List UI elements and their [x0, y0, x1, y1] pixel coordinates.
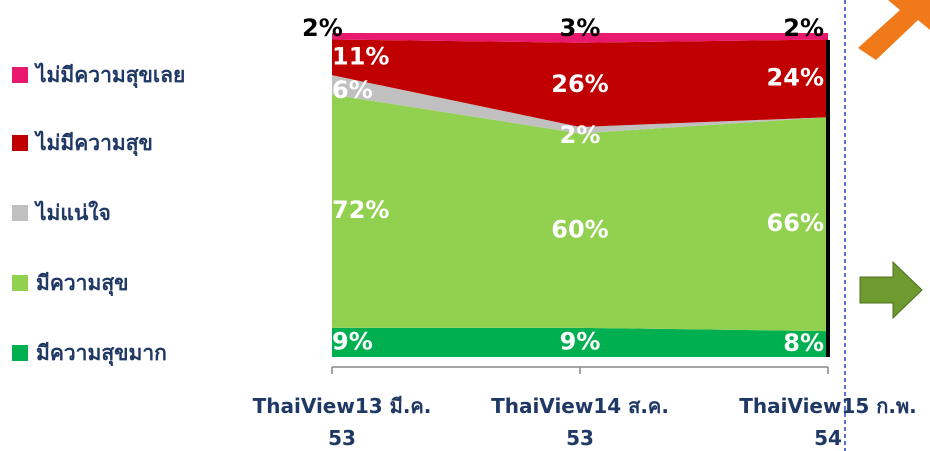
legend-label: ไม่มีความสุข	[34, 130, 153, 157]
area	[332, 327, 828, 357]
value-label: 6%	[332, 76, 373, 104]
legend-swatch	[12, 135, 28, 151]
label-line: 53	[566, 426, 594, 450]
x-tick-label: ThaiView14 ส.ค. 53	[491, 394, 669, 450]
value-label: 2%	[783, 14, 824, 42]
orange-arrow	[858, 0, 930, 60]
value-label: 8%	[783, 329, 824, 357]
value-label: 9%	[332, 327, 373, 355]
area	[332, 33, 828, 43]
value-label: 11%	[332, 42, 389, 70]
value-label: 24%	[767, 63, 824, 91]
legend-label: ไม่มีความสุขเลย	[34, 62, 185, 89]
value-label: 66%	[767, 209, 824, 237]
value-label: 3%	[560, 14, 601, 42]
legend-swatch	[12, 345, 28, 361]
legend-swatch	[12, 205, 28, 221]
legend-swatch	[12, 67, 28, 83]
decoration	[844, 0, 930, 451]
value-label: 2%	[560, 121, 601, 149]
legend-label: มีความสุข	[36, 271, 129, 297]
area	[332, 39, 828, 127]
legend-swatch	[12, 275, 28, 291]
value-label: 60%	[551, 216, 608, 244]
x-tick-label: ThaiView15 ก.พ. 54	[739, 394, 917, 450]
area	[332, 94, 828, 332]
label-line: 53	[328, 426, 356, 450]
area	[332, 75, 828, 134]
legend-label: ไม่แน่ใจ	[34, 200, 111, 225]
legend-label: มีความสุขมาก	[36, 341, 167, 367]
label-line: ThaiView14 ส.ค.	[491, 394, 669, 418]
label-line: ThaiView15 ก.พ.	[739, 394, 917, 418]
label-line: 54	[814, 426, 842, 450]
value-label: 26%	[551, 70, 608, 98]
value-label: 2%	[302, 14, 343, 42]
x-tick-label: ThaiView13 มี.ค. 53	[253, 394, 432, 450]
green-arrow	[859, 260, 923, 320]
value-label: 72%	[332, 196, 389, 224]
label-line: ThaiView13 มี.ค.	[253, 394, 432, 418]
value-label: 9%	[560, 327, 601, 355]
